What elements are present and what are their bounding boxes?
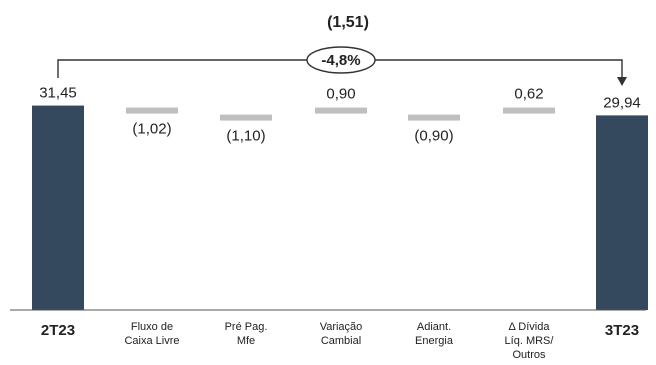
category-label-0: 2T23 (41, 322, 75, 339)
percent-change-ellipse (306, 46, 376, 74)
value-label-3: 0,90 (326, 86, 355, 103)
bar-total-0 (32, 105, 84, 310)
value-label-0: 31,45 (39, 85, 77, 102)
bracket-total-change-label: (1,51) (327, 14, 369, 31)
category-label-2: Pré Pag. Mfe (225, 321, 268, 347)
value-label-4: (0,90) (414, 128, 453, 145)
bracket: (1,51) -4,8% (57, 14, 627, 86)
bar-delta-4 (408, 114, 460, 121)
value-label-1: (1,02) (132, 121, 171, 138)
bar-delta-2 (220, 114, 272, 121)
bracket-arrow-icon (617, 77, 627, 86)
bar-delta-5 (503, 107, 555, 114)
category-label-5: Δ Dívida Líq. MRS/Outros (505, 321, 555, 361)
category-label-6: 3T23 (605, 322, 639, 339)
value-label-2: (1,10) (226, 128, 265, 145)
category-label-4: Adiant. Energia (415, 321, 454, 347)
percent-change-label: -4,8% (321, 52, 360, 69)
category-labels-group: 2T23 Fluxo de Caixa Livre Pré Pag. Mfe Variaç… (41, 321, 639, 361)
bar-total-6 (596, 115, 648, 310)
value-labels-group: 31,45 (1,02) (1,10) 0,90 (0,90) 0,62 29,94 (39, 85, 641, 145)
category-label-3: Variação Cambial (320, 321, 363, 347)
category-label-1: Fluxo de Caixa Livre (124, 321, 179, 347)
value-label-5: 0,62 (514, 86, 543, 103)
bar-delta-3 (315, 107, 367, 114)
bars-group (32, 105, 648, 310)
value-label-6: 29,94 (603, 94, 641, 111)
bar-delta-1 (126, 107, 178, 114)
